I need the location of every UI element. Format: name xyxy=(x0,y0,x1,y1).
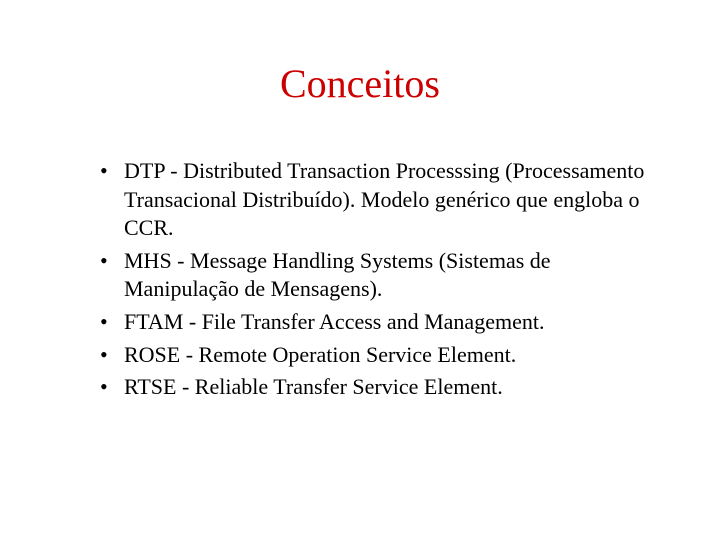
list-item: RTSE - Reliable Transfer Service Element… xyxy=(100,373,650,402)
list-item: FTAM - File Transfer Access and Manageme… xyxy=(100,308,650,337)
slide-title: Conceitos xyxy=(70,60,650,107)
list-item: DTP - Distributed Transaction Processsin… xyxy=(100,157,650,243)
list-item: ROSE - Remote Operation Service Element. xyxy=(100,341,650,370)
bullet-list: DTP - Distributed Transaction Processsin… xyxy=(70,157,650,402)
list-item: MHS - Message Handling Systems (Sistemas… xyxy=(100,247,650,304)
